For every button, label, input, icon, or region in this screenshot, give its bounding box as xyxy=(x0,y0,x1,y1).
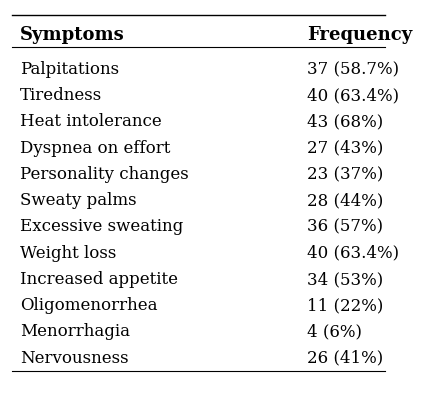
Text: 40 (63.4%): 40 (63.4%) xyxy=(307,87,399,104)
Text: 4 (6%): 4 (6%) xyxy=(307,323,362,340)
Text: 36 (57%): 36 (57%) xyxy=(307,218,384,236)
Text: 26 (41%): 26 (41%) xyxy=(307,350,384,367)
Text: Frequency: Frequency xyxy=(307,26,413,44)
Text: 37 (58.7%): 37 (58.7%) xyxy=(307,61,399,78)
Text: Oligomenorrhea: Oligomenorrhea xyxy=(20,297,157,314)
Text: Heat intolerance: Heat intolerance xyxy=(20,114,161,130)
Text: Weight loss: Weight loss xyxy=(20,245,116,262)
Text: Increased appetite: Increased appetite xyxy=(20,271,178,288)
Text: Tiredness: Tiredness xyxy=(20,87,102,104)
Text: 11 (22%): 11 (22%) xyxy=(307,297,384,314)
Text: 27 (43%): 27 (43%) xyxy=(307,140,384,157)
Text: Symptoms: Symptoms xyxy=(20,26,124,44)
Text: Dyspnea on effort: Dyspnea on effort xyxy=(20,140,170,157)
Text: Excessive sweating: Excessive sweating xyxy=(20,218,183,236)
Text: 43 (68%): 43 (68%) xyxy=(307,114,384,130)
Text: Palpitations: Palpitations xyxy=(20,61,119,78)
Text: 23 (37%): 23 (37%) xyxy=(307,166,384,183)
Text: Sweaty palms: Sweaty palms xyxy=(20,192,136,209)
Text: 28 (44%): 28 (44%) xyxy=(307,192,384,209)
Text: 40 (63.4%): 40 (63.4%) xyxy=(307,245,399,262)
Text: 34 (53%): 34 (53%) xyxy=(307,271,384,288)
Text: Personality changes: Personality changes xyxy=(20,166,188,183)
Text: Nervousness: Nervousness xyxy=(20,350,128,367)
Text: Menorrhagia: Menorrhagia xyxy=(20,323,130,340)
